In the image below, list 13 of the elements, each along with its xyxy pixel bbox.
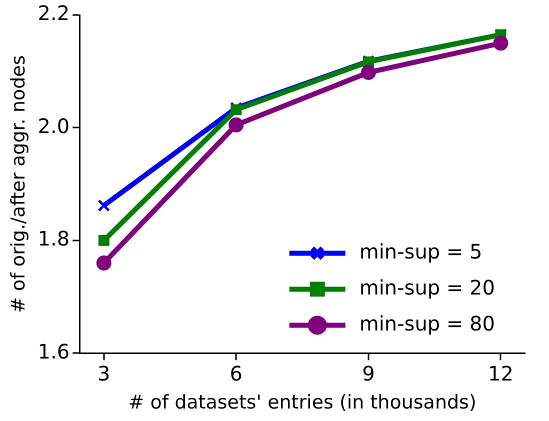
y-tick-label: 2.2 xyxy=(38,1,70,26)
x-tick-label: 3 xyxy=(97,361,110,386)
x-tick-label: 6 xyxy=(230,361,243,386)
x-tick-label: 9 xyxy=(362,361,375,386)
y-tick-label: 2.0 xyxy=(38,114,70,138)
y-tick-label: 1.8 xyxy=(38,226,70,251)
y-tick-label: 1.6 xyxy=(38,339,70,364)
legend-label: min-sup = 20 xyxy=(359,275,496,300)
x-axis-title: # of datasets' entries (in thousands) xyxy=(128,392,476,414)
legend-label: min-sup = 80 xyxy=(359,311,496,336)
y-axis-title: # of orig./after aggr. nodes xyxy=(7,55,30,313)
x-tick-label: 12 xyxy=(488,361,514,386)
legend-label: min-sup = 5 xyxy=(359,239,482,264)
